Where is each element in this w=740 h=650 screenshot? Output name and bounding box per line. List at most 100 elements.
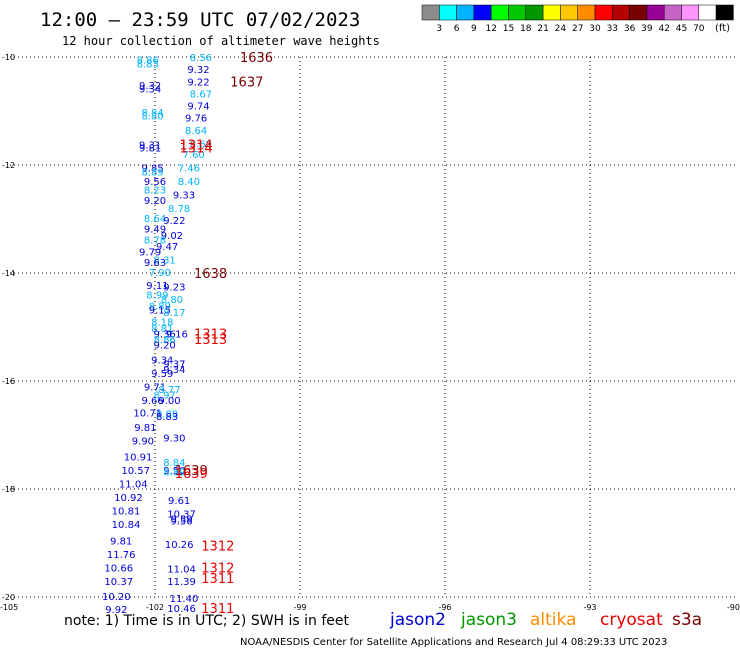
wave-height-label: 7.90 bbox=[149, 268, 171, 279]
wave-height-label: 8.88 bbox=[156, 409, 178, 420]
wave-height-label: 9.49 bbox=[144, 225, 166, 236]
wave-height-label: 8.84 bbox=[163, 458, 185, 469]
wave-height-label: 11.04 bbox=[119, 480, 148, 491]
wave-height-label: 10.66 bbox=[104, 563, 133, 574]
wave-height-label: 10.92 bbox=[114, 493, 143, 504]
pass-time-label: 1311 bbox=[201, 602, 234, 617]
wave-height-label: 8.89 bbox=[149, 301, 171, 312]
wave-height-label: 9.22 bbox=[187, 77, 209, 88]
wave-height-label: 9.61 bbox=[168, 496, 190, 507]
legend-label: 15 bbox=[503, 24, 514, 34]
wave-height-label: 11.40 bbox=[170, 594, 199, 605]
pass-time-label: 1313 bbox=[194, 327, 227, 342]
wave-height-label: 10.37 bbox=[104, 577, 133, 588]
legend-swatch bbox=[594, 4, 613, 21]
wave-height-label: 9.76 bbox=[185, 113, 207, 124]
legend-label: 42 bbox=[658, 24, 669, 34]
pass-time-label: 1311 bbox=[201, 572, 234, 587]
legend-label: 18 bbox=[520, 24, 532, 34]
wave-height-label: 8.23 bbox=[144, 185, 166, 196]
pass-time-label: 1637 bbox=[230, 75, 263, 90]
wave-height-label: 8.97 bbox=[154, 391, 176, 402]
satellite-name-cryosat: cryosat bbox=[600, 610, 663, 630]
pass-time-label: 1638 bbox=[194, 267, 227, 282]
legend-swatch bbox=[473, 4, 492, 21]
wave-height-label: 8.31 bbox=[154, 256, 176, 267]
legend-label: 24 bbox=[555, 24, 567, 34]
y-tick-label: -16 bbox=[2, 377, 15, 386]
wave-height-label: 9.16 bbox=[166, 329, 188, 340]
satellite-legend: jason2 jason3 altika cryosat s3a bbox=[389, 610, 702, 630]
wave-height-label: 8.77 bbox=[158, 385, 180, 396]
wave-height-label: 9.47 bbox=[156, 242, 178, 253]
y-tick-label: -18 bbox=[2, 485, 15, 494]
wave-height-label: 9.56 bbox=[170, 516, 192, 527]
wave-height-label: 9.15 bbox=[149, 306, 171, 317]
legend-swatch bbox=[577, 4, 596, 21]
legend-swatch bbox=[421, 4, 440, 21]
legend-label: 3 bbox=[436, 24, 442, 34]
legend-label: 70 bbox=[693, 24, 705, 34]
satellite-name-jason2: jason2 bbox=[389, 610, 446, 630]
wave-height-label: 9.22 bbox=[163, 216, 185, 227]
wave-height-label: 10.46 bbox=[167, 604, 196, 615]
y-tick-label: -10 bbox=[2, 53, 15, 62]
x-tick-label: -99 bbox=[293, 603, 306, 612]
wave-height-label: 8.86 bbox=[154, 335, 176, 346]
wave-height-label: 7.60 bbox=[183, 150, 205, 161]
legend-label: 45 bbox=[676, 24, 687, 34]
wave-height-label: 8.80 bbox=[161, 295, 183, 306]
wave-height-label: 10.26 bbox=[165, 540, 194, 551]
wave-height-label: 9.66 bbox=[141, 396, 163, 407]
legend-swatch bbox=[681, 4, 700, 21]
wave-height-label: 10.57 bbox=[121, 466, 150, 477]
legend-label: 27 bbox=[572, 24, 583, 34]
data-labels: 8.868.838.569.329.329.349.228.679.748.84… bbox=[102, 53, 212, 616]
pass-time-label: 1314 bbox=[180, 138, 213, 153]
wave-height-label: 8.89 bbox=[141, 167, 163, 178]
wave-height-label: 10.84 bbox=[112, 520, 141, 531]
wave-height-label: 9.20 bbox=[154, 340, 176, 351]
wave-height-label: 9.34 bbox=[151, 355, 173, 366]
wave-height-label: 11.04 bbox=[167, 564, 196, 575]
wave-height-label: 9.85 bbox=[141, 164, 163, 175]
legend-swatch bbox=[560, 4, 578, 21]
wave-height-label: 9.02 bbox=[161, 231, 183, 242]
wave-height-label: 9.71 bbox=[144, 382, 166, 393]
wave-height-label: 11.39 bbox=[167, 577, 196, 588]
legend-swatch bbox=[525, 4, 544, 21]
footnote: note: 1) Time is in UTC; 2) SWH is in fe… bbox=[64, 613, 350, 629]
wave-height-label: 9.81 bbox=[139, 144, 161, 155]
pass-time-label: 1639 bbox=[175, 464, 208, 479]
legend-swatch bbox=[715, 4, 734, 21]
wave-height-label: 8.78 bbox=[144, 236, 166, 247]
wave-height-label: 9.37 bbox=[163, 360, 185, 371]
wave-height-label: 9.56 bbox=[144, 177, 166, 188]
wave-height-label: 8.84 bbox=[141, 108, 163, 119]
x-tick-label: -93 bbox=[583, 603, 596, 612]
wave-height-label: 9.32 bbox=[139, 81, 161, 92]
wave-height-label: 9.32 bbox=[187, 65, 209, 76]
legend-unit: (ft) bbox=[715, 23, 730, 34]
y-tick-label: -12 bbox=[2, 161, 15, 170]
legend-swatch bbox=[508, 4, 527, 21]
wave-height-label: 9.90 bbox=[132, 436, 154, 447]
x-tick-label: -96 bbox=[438, 603, 451, 612]
wave-height-label: 9.31 bbox=[139, 140, 161, 151]
wave-height-label: 9.00 bbox=[158, 396, 180, 407]
pass-time-label: 1639 bbox=[175, 467, 208, 482]
legend-label: 21 bbox=[537, 24, 548, 34]
color-scale-legend: 3 6 9 12 15 18 21 24 27 30 33 36 39 42 45 70 bbox=[421, 4, 734, 34]
wave-height-label: 8.18 bbox=[151, 318, 173, 329]
x-tick-label: -105 bbox=[0, 603, 18, 612]
satellite-name-jason3: jason3 bbox=[460, 610, 517, 630]
pass-time-label: 1312 bbox=[201, 540, 234, 555]
legend-swatch bbox=[439, 4, 457, 21]
pass-time-label: 1312 bbox=[201, 561, 234, 576]
x-tick-label: -90 bbox=[727, 603, 740, 612]
chart-title: 12:00 – 23:59 UTC 07/02/2023 bbox=[40, 9, 360, 31]
wave-height-label: 8.80 bbox=[141, 111, 163, 122]
wave-height-label: 8.78 bbox=[168, 204, 190, 215]
